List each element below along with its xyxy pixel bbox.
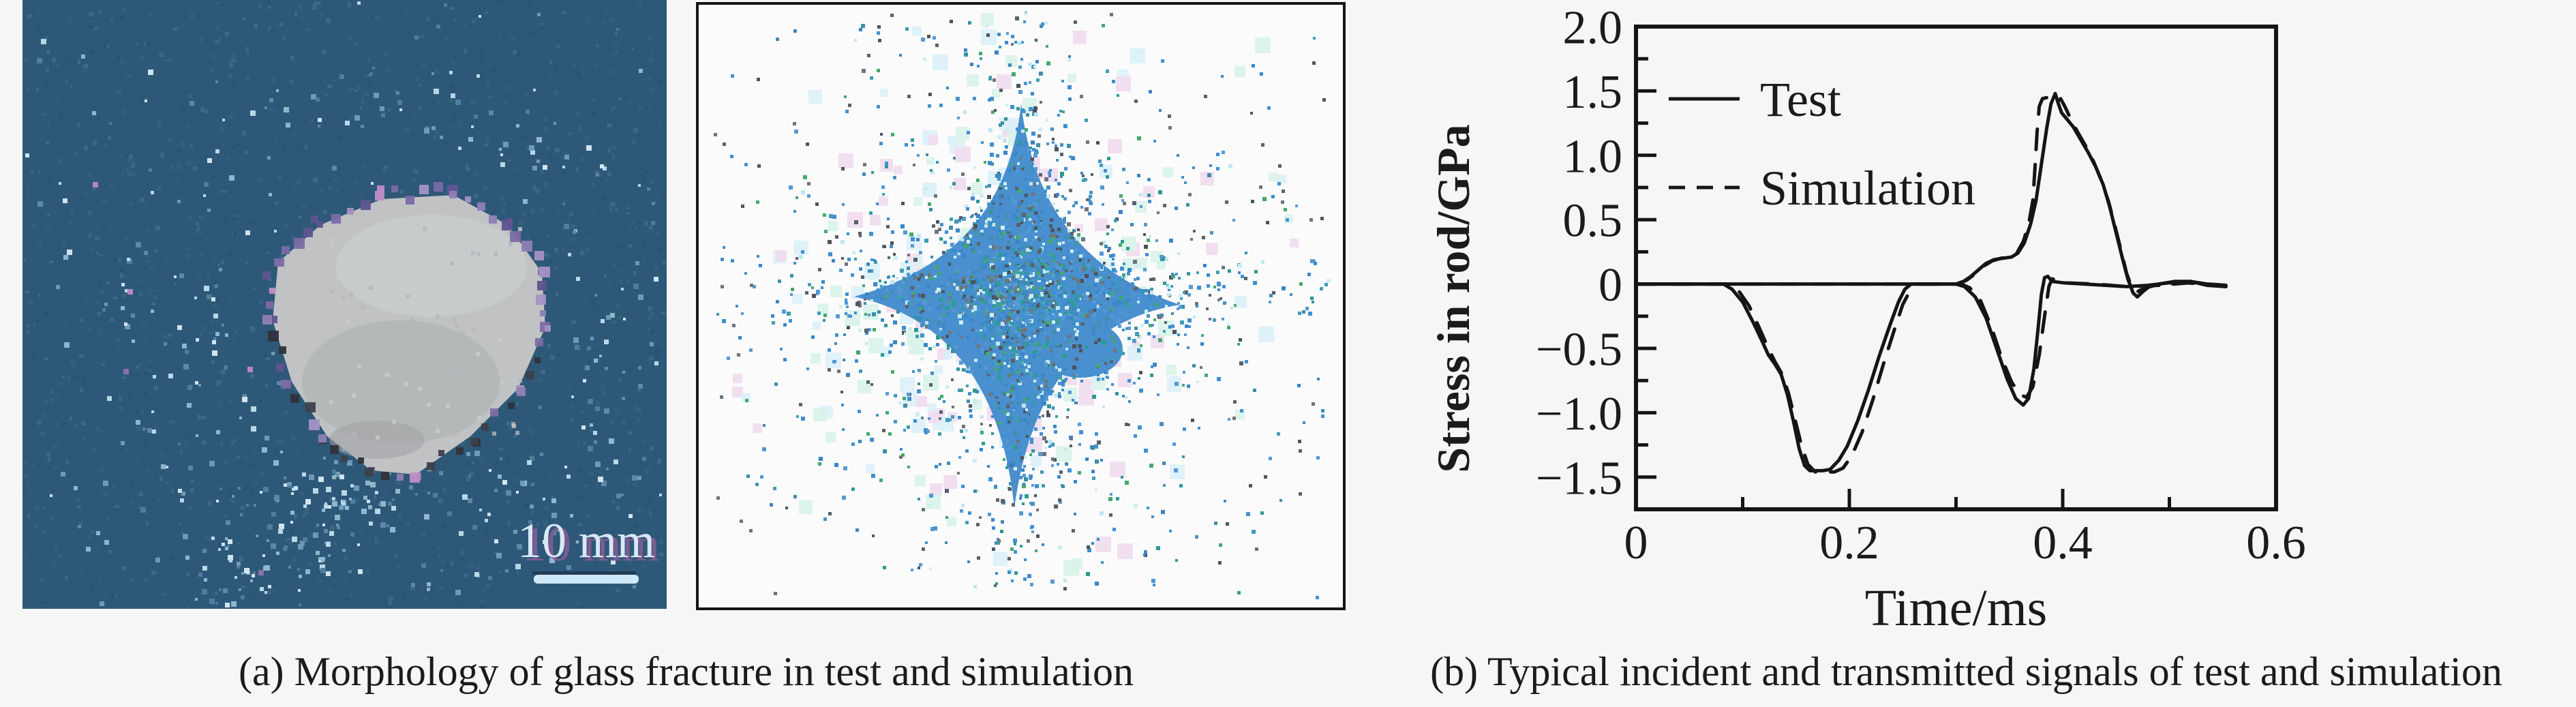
scale-bar-shadow <box>532 571 636 575</box>
glass-fracture-photo: 10 mm 10 mm <box>22 0 667 609</box>
chart-ticks <box>1634 25 2278 507</box>
signal-curves <box>1634 91 2228 474</box>
scale-bar-group: 10 mm 10 mm <box>517 513 660 584</box>
y-tick-label: 0.5 <box>1563 195 1623 247</box>
scale-label: 10 mm <box>517 513 655 568</box>
curve-1 <box>1634 277 2228 474</box>
scale-bar <box>534 575 639 584</box>
legend: Test Simulation <box>1669 72 1975 215</box>
y-tick-label: 0 <box>1598 259 1622 312</box>
x-tick-label: 0.4 <box>2033 517 2093 569</box>
x-tick-label: 0.2 <box>1819 517 1879 569</box>
x-tick-label: 0.6 <box>2246 517 2306 569</box>
y-tick-labels: 2.0 1.5 1.0 0.5 0 −0.5 −1.0 −1.5 <box>1536 2 1622 505</box>
caption-a: (a) Morphology of glass fracture in test… <box>238 649 1134 694</box>
y-tick-label: −0.5 <box>1536 324 1622 376</box>
fracture-simulation-panel <box>696 2 1346 610</box>
x-tick-labels: 0 0.2 0.4 0.6 <box>1624 517 2306 569</box>
legend-label: Test <box>1760 72 1841 127</box>
scale-label-shadow: 10 mm <box>522 517 660 571</box>
y-axis-label: Stress in rod/GPa <box>1427 124 1479 472</box>
scatter-dots <box>714 12 1331 599</box>
x-tick-label: 0 <box>1624 517 1648 569</box>
y-tick-label: 2.0 <box>1563 2 1623 55</box>
y-tick-label: −1.5 <box>1536 452 1622 505</box>
signals-chart: 2.01.51.00.50−0.5−1.0−1.50 0.2 0.4 0.6Time/… <box>1427 2 2306 637</box>
glass-fragment <box>262 182 551 483</box>
y-tick-label: 1.5 <box>1563 66 1623 119</box>
y-tick-label: −1.0 <box>1536 388 1622 440</box>
y-tick-label: 1.0 <box>1563 130 1623 183</box>
caption-b: (b) Typical incident and transmitted sig… <box>1430 649 2502 694</box>
chart-frame <box>1634 25 2278 511</box>
fracture-simulation-scatter <box>699 5 1343 607</box>
curve-3 <box>1634 95 2228 294</box>
curve-0 <box>1634 274 2228 472</box>
legend-label: Simulation <box>1760 161 1975 215</box>
x-axis-label: Time/ms <box>1865 580 2048 637</box>
